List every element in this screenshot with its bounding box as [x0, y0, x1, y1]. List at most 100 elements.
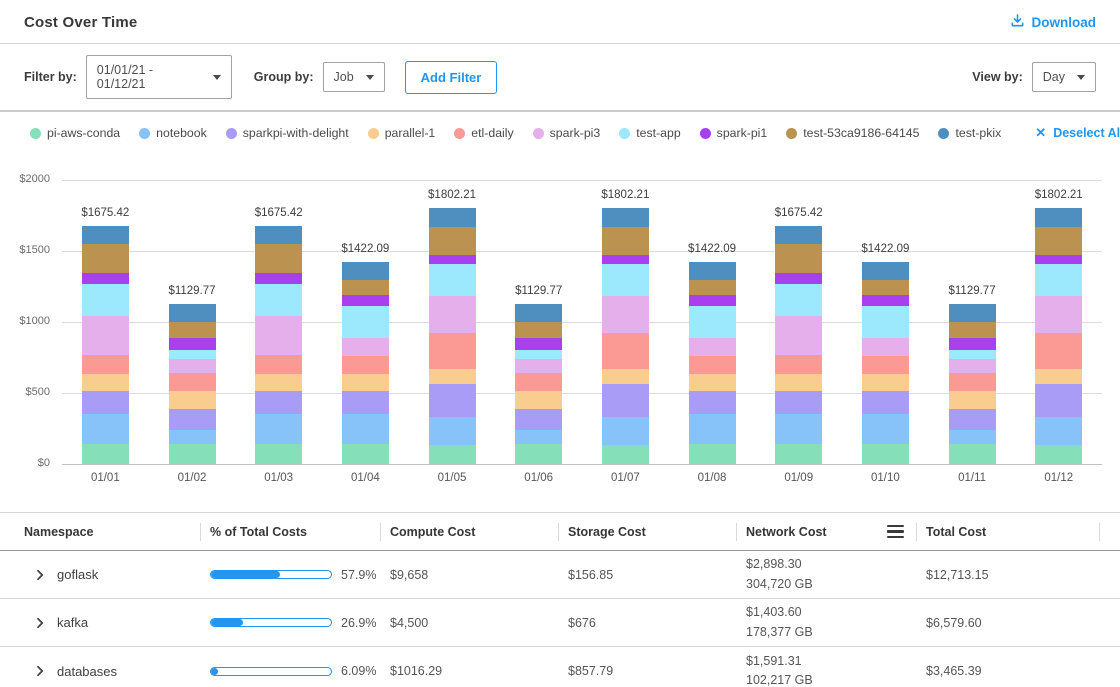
bar-segment-spark-pi1 [689, 295, 736, 306]
bar-segment-test-53ca9186-64145 [689, 280, 736, 295]
x-axis-tick-label: 01/07 [582, 472, 669, 484]
bar-segment-pi-aws-conda [169, 444, 216, 464]
x-axis-tick-label: 01/06 [495, 472, 582, 484]
date-range-select[interactable]: 01/01/21 - 01/12/21 [86, 55, 232, 99]
col-header-network[interactable]: Network Cost [736, 513, 916, 550]
bar-segment-test-pkix [1035, 208, 1082, 226]
network-cost-value: $2,898.30 [746, 555, 916, 574]
bar-segment-test-53ca9186-64145 [82, 244, 129, 273]
bar-segment-sparkpi-with-delight [689, 391, 736, 414]
legend-item-spark-pi1[interactable]: spark-pi1 [700, 126, 768, 140]
namespace-cell[interactable]: kafka [24, 615, 200, 630]
col-header-compute[interactable]: Compute Cost [380, 513, 558, 550]
bar-total-label: $1675.42 [57, 207, 153, 219]
deselect-all-button[interactable]: ✕ Deselect All [1035, 125, 1120, 141]
x-axis: 01/0101/0201/0301/0401/0501/0601/0701/08… [62, 472, 1102, 484]
bar-total-label: $1802.21 [404, 189, 500, 201]
bar-segment-etl-daily [862, 356, 909, 375]
view-by-select[interactable]: Day [1032, 62, 1096, 92]
expand-chevron-icon[interactable] [34, 569, 46, 581]
bar-segment-spark-pi1 [515, 338, 562, 350]
table-row-kafka[interactable]: kafka26.9%$4,500$676$1,403.60178,377 GB$… [0, 599, 1120, 647]
stacked-bar-01/01[interactable]: $1675.42 [82, 226, 129, 464]
bar-segment-sparkpi-with-delight [862, 391, 909, 414]
stacked-bar-01/05[interactable]: $1802.21 [429, 208, 476, 464]
bar-segment-spark-pi1 [429, 255, 476, 264]
legend-item-parallel-1[interactable]: parallel-1 [368, 126, 436, 140]
network-cost-cell: $1,591.31102,217 GB [736, 652, 916, 687]
bar-total-label: $1802.21 [1011, 189, 1107, 201]
download-label: Download [1032, 15, 1097, 30]
stacked-bar-01/07[interactable]: $1802.21 [602, 208, 649, 464]
column-settings-icon[interactable] [887, 523, 904, 541]
bar-segment-spark-pi1 [775, 273, 822, 284]
bar-total-label: $1422.09 [317, 243, 413, 255]
stacked-bar-01/04[interactable]: $1422.09 [342, 262, 389, 464]
legend-color-dot [533, 128, 544, 139]
stacked-bar-01/02[interactable]: $1129.77 [169, 304, 216, 464]
stacked-bar-01/10[interactable]: $1422.09 [862, 262, 909, 464]
legend-color-dot [368, 128, 379, 139]
deselect-all-label: Deselect All [1053, 126, 1120, 140]
bar-segment-notebook [82, 414, 129, 444]
bar-segment-pi-aws-conda [515, 444, 562, 464]
namespace-cell[interactable]: databases [24, 664, 200, 679]
network-cost-cell: $2,898.30304,720 GB [736, 555, 916, 594]
stacked-bar-01/06[interactable]: $1129.77 [515, 304, 562, 464]
col-header-network-label: Network Cost [746, 525, 827, 539]
bar-segment-spark-pi3 [515, 359, 562, 373]
stacked-bar-01/09[interactable]: $1675.42 [775, 226, 822, 464]
legend-item-test-53ca9186-64145[interactable]: test-53ca9186-64145 [786, 126, 919, 140]
x-axis-tick-label: 01/05 [409, 472, 496, 484]
percent-label: 6.09% [341, 664, 376, 678]
expand-chevron-icon[interactable] [34, 617, 46, 629]
add-filter-button[interactable]: Add Filter [405, 61, 498, 94]
chart-legend: pi-aws-conda notebook sparkpi-with-delight… [0, 112, 1120, 152]
legend-item-notebook[interactable]: notebook [139, 126, 207, 140]
x-axis-tick-label: 01/12 [1015, 472, 1102, 484]
bar-segment-spark-pi1 [949, 338, 996, 350]
legend-color-dot [700, 128, 711, 139]
col-header-percent[interactable]: % of Total Costs [200, 513, 380, 550]
col-header-storage[interactable]: Storage Cost [558, 513, 736, 550]
legend-color-dot [226, 128, 237, 139]
namespace-cost-table: Namespace % of Total Costs Compute Cost … [0, 512, 1120, 687]
x-axis-tick-label: 01/09 [755, 472, 842, 484]
compute-cost-cell: $1016.29 [380, 664, 558, 678]
bar-segment-etl-daily [689, 356, 736, 375]
col-header-total[interactable]: Total Cost [916, 513, 1100, 550]
bar-segment-notebook [949, 430, 996, 444]
col-header-namespace[interactable]: Namespace [24, 513, 200, 550]
bar-segment-test-53ca9186-64145 [862, 280, 909, 295]
total-cost-cell: $3,465.39 [916, 664, 1100, 678]
namespace-cell[interactable]: goflask [24, 567, 200, 582]
bar-segment-sparkpi-with-delight [82, 391, 129, 414]
stacked-bar-01/08[interactable]: $1422.09 [689, 262, 736, 464]
download-icon [1010, 13, 1025, 31]
download-button[interactable]: Download [1010, 13, 1097, 31]
group-by-select[interactable]: Job [323, 62, 385, 92]
y-axis-tick-label: $1500 [0, 244, 50, 256]
legend-item-sparkpi-with-delight[interactable]: sparkpi-with-delight [226, 126, 349, 140]
bar-segment-test-53ca9186-64145 [169, 322, 216, 338]
stacked-bar-01/11[interactable]: $1129.77 [949, 304, 996, 464]
table-row-databases[interactable]: databases6.09%$1016.29$857.79$1,591.3110… [0, 647, 1120, 687]
legend-item-test-app[interactable]: test-app [619, 126, 680, 140]
expand-chevron-icon[interactable] [34, 665, 46, 677]
stacked-bar-01/12[interactable]: $1802.21 [1035, 208, 1082, 464]
bar-segment-test-53ca9186-64145 [515, 322, 562, 338]
stacked-bar-01/03[interactable]: $1675.42 [255, 226, 302, 464]
legend-item-pi-aws-conda[interactable]: pi-aws-conda [30, 126, 120, 140]
percent-progress-fill [211, 571, 280, 578]
table-row-goflask[interactable]: goflask57.9%$9,658$156.85$2,898.30304,72… [0, 551, 1120, 599]
bar-segment-etl-daily [775, 355, 822, 374]
bar-segment-test-53ca9186-64145 [775, 244, 822, 273]
legend-item-etl-daily[interactable]: etl-daily [454, 126, 513, 140]
legend-item-spark-pi3[interactable]: spark-pi3 [533, 126, 601, 140]
bar-total-label: $1802.21 [577, 189, 673, 201]
bar-segment-notebook [429, 417, 476, 445]
legend-item-test-pkix[interactable]: test-pkix [938, 126, 1001, 140]
network-gb-value: 102,217 GB [746, 671, 916, 687]
legend-item-label: etl-daily [471, 126, 513, 140]
bar-group-01/10: $1422.09 [842, 180, 929, 464]
